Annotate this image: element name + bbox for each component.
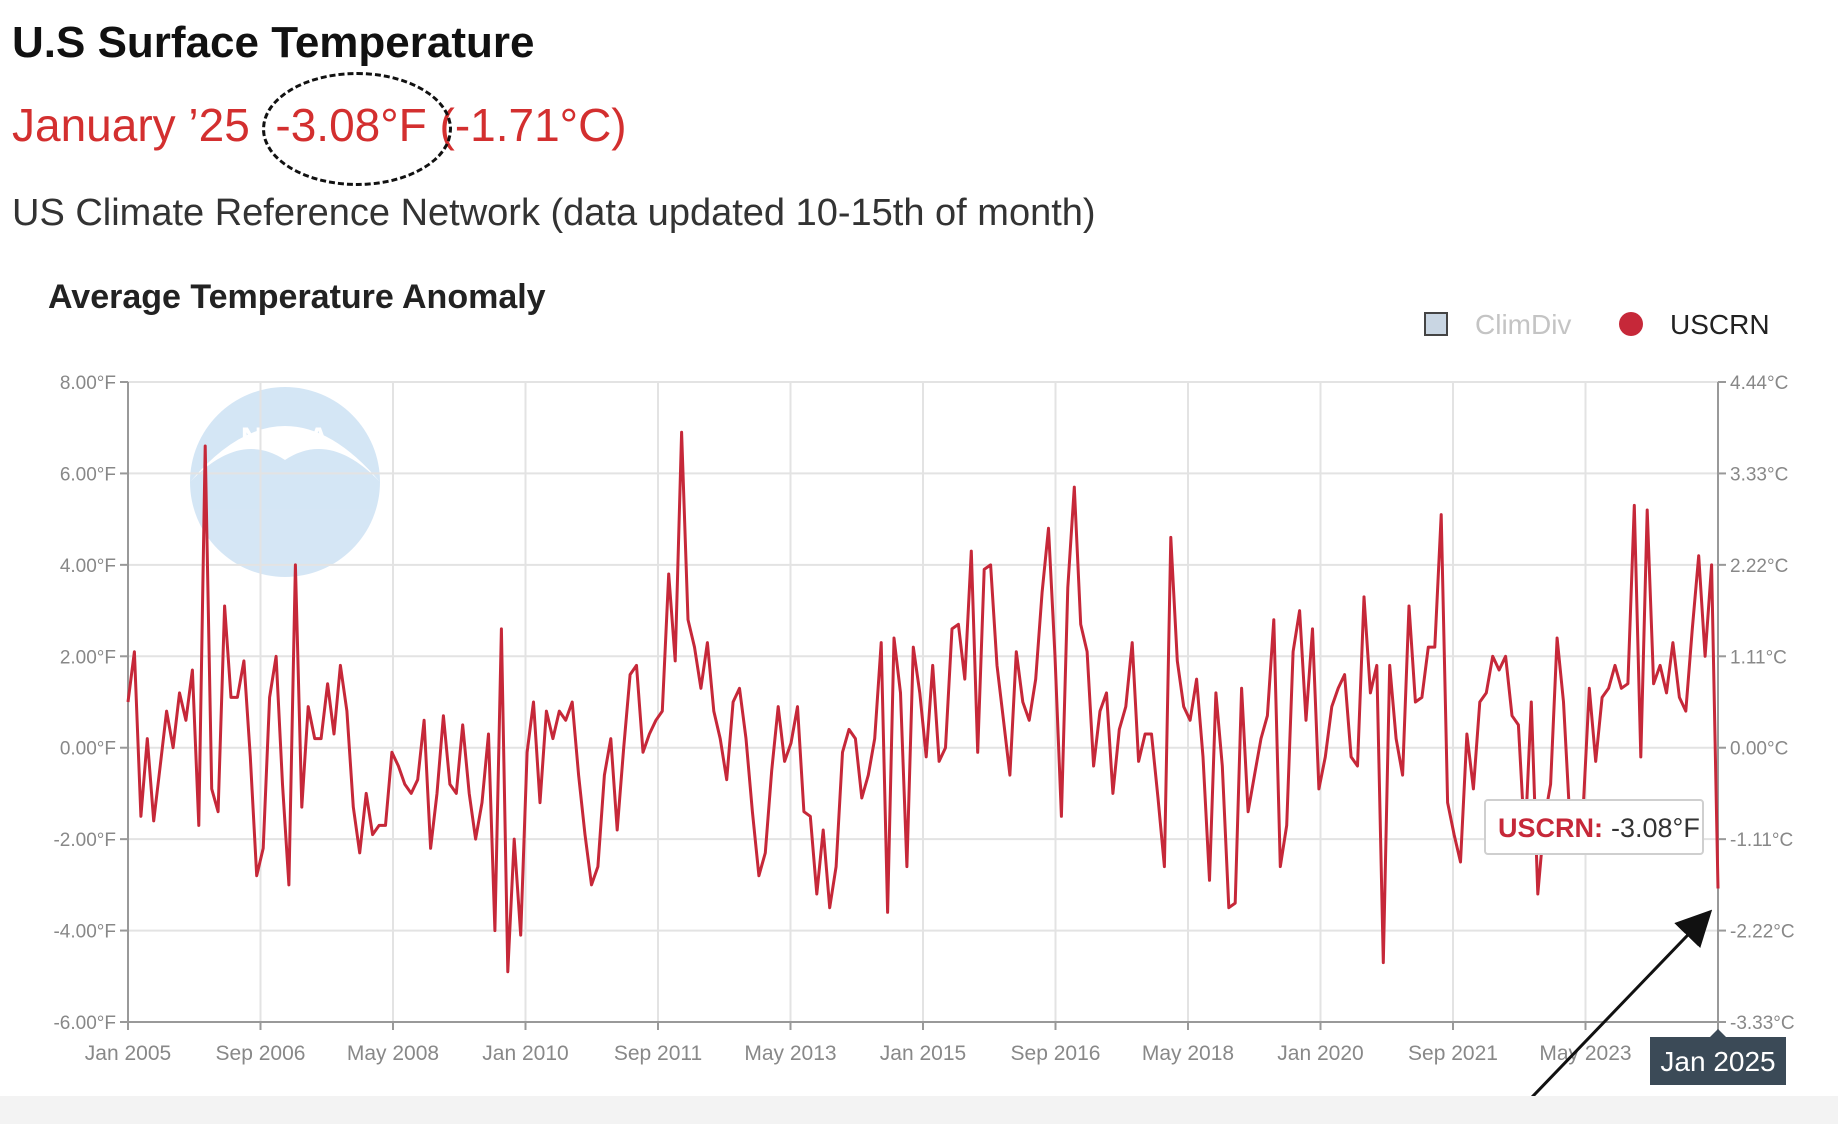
temperature-anomaly-chart: NOAA Average Temperature Anomaly ClimDiv… (48, 278, 1795, 1120)
y-tick-label-left: -2.00°F (53, 830, 116, 851)
x-tick-label: Jan 2010 (482, 1042, 568, 1065)
x-tick-label: Sep 2011 (614, 1042, 702, 1065)
y-tick-label-left: 0.00°F (60, 739, 116, 760)
tooltip-label: USCRN: (1498, 813, 1603, 843)
axes: 8.00°F 4.44°C 6.00°F 3.33°C 4.00°F 2.22°C 2.00… (53, 373, 1794, 1065)
tooltip: USCRN: -3.08°F (1484, 799, 1704, 855)
x-axis-badge-pointer (1710, 1029, 1726, 1037)
headline-month: January ’25 (12, 99, 250, 151)
chart-legend[interactable]: ClimDiv USCRN (1424, 309, 1770, 340)
y-tick-label-right: 4.44°C (1730, 373, 1788, 394)
y-tick-label-left: -6.00°F (53, 1013, 116, 1034)
y-tick-label-right: -1.11°C (1730, 830, 1793, 851)
y-tick-label-left: 8.00°F (60, 373, 116, 394)
x-axis-badge-text: Jan 2025 (1660, 1046, 1775, 1077)
y-tick-label-right: -3.33°C (1730, 1013, 1795, 1034)
y-tick-label-right: 2.22°C (1730, 556, 1788, 577)
headline-value-c: (-1.71°C) (439, 99, 627, 151)
tooltip-value: -3.08°F (1611, 813, 1700, 843)
y-tick-label-right: 0.00°C (1730, 739, 1788, 760)
y-tick-label-left: -4.00°F (53, 922, 116, 943)
x-tick-label: Sep 2006 (216, 1042, 306, 1065)
tooltip-box (1484, 799, 1704, 855)
y-tick-label-left: 6.00°F (60, 464, 116, 485)
noaa-logo-text: NOAA (241, 422, 329, 455)
bottom-strip (0, 1096, 1838, 1124)
annotation-arrow (1508, 909, 1713, 1120)
callout-ellipse (262, 72, 452, 186)
y-tick-label-left: 4.00°F (60, 556, 116, 577)
x-tick-label: May 2013 (744, 1042, 836, 1065)
noaa-logo-bird (190, 426, 380, 482)
y-tick-label-right: -2.22°C (1730, 922, 1795, 943)
x-tick-label: May 2018 (1142, 1042, 1234, 1065)
y-tick-label-right: 3.33°C (1730, 464, 1788, 485)
x-tick-label: Jan 2015 (880, 1042, 966, 1065)
noaa-watermark: NOAA (190, 387, 380, 577)
legend-marker-uscrn[interactable] (1619, 312, 1643, 336)
x-tick-label: Sep 2016 (1011, 1042, 1101, 1065)
series-layer (126, 430, 1720, 974)
series-line-uscrn[interactable] (126, 430, 1720, 974)
y-tick-label-left: 2.00°F (60, 647, 116, 668)
x-axis-badge: Jan 2025 (1650, 1029, 1786, 1085)
x-tick-label: Sep 2021 (1408, 1042, 1498, 1065)
legend-label-uscrn[interactable]: USCRN (1670, 309, 1770, 340)
y-tick-label-right: 1.11°C (1730, 647, 1787, 668)
x-tick-label: Jan 2020 (1277, 1042, 1363, 1065)
x-tick-label: Jan 2005 (85, 1042, 171, 1065)
page-title: U.S Surface Temperature (12, 18, 535, 67)
x-axis-badge-box (1650, 1037, 1786, 1085)
chart-title: Average Temperature Anomaly (48, 278, 546, 316)
x-tick-label: May 2023 (1539, 1042, 1631, 1065)
noaa-logo-circle (190, 387, 380, 577)
legend-label-climdiv[interactable]: ClimDiv (1475, 309, 1571, 340)
x-tick-label: May 2008 (347, 1042, 439, 1065)
legend-marker-climdiv[interactable] (1424, 312, 1448, 336)
tooltip-text: USCRN: -3.08°F (1498, 813, 1700, 843)
data-source-note: US Climate Reference Network (data updat… (12, 192, 1096, 234)
